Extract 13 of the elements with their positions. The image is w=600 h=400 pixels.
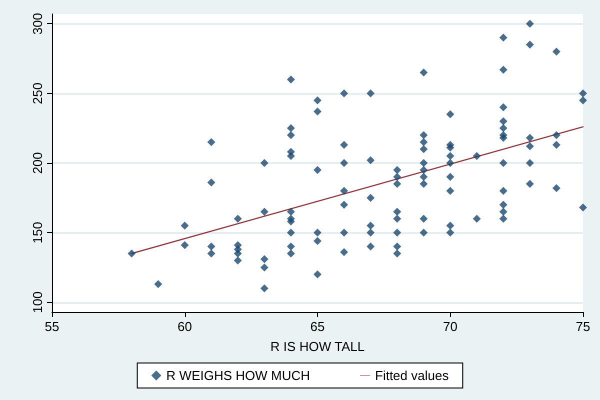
y-tick-label: 100 bbox=[30, 291, 45, 314]
x-tick-label: 65 bbox=[310, 319, 325, 334]
x-tick-label: 55 bbox=[44, 319, 60, 334]
x-tick-label: 75 bbox=[576, 319, 590, 334]
legend-label: R WEIGHS HOW MUCH bbox=[166, 368, 310, 383]
y-tick-label: 150 bbox=[30, 222, 45, 244]
y-tick-label: 250 bbox=[30, 82, 45, 104]
y-tick-label: 300 bbox=[30, 12, 45, 35]
x-axis-title: R IS HOW TALL bbox=[270, 339, 365, 354]
legend-label: Fitted values bbox=[375, 368, 450, 383]
x-tick-label: 70 bbox=[443, 319, 458, 334]
y-tick-label: 200 bbox=[30, 152, 45, 174]
x-tick-label: 60 bbox=[178, 319, 192, 334]
